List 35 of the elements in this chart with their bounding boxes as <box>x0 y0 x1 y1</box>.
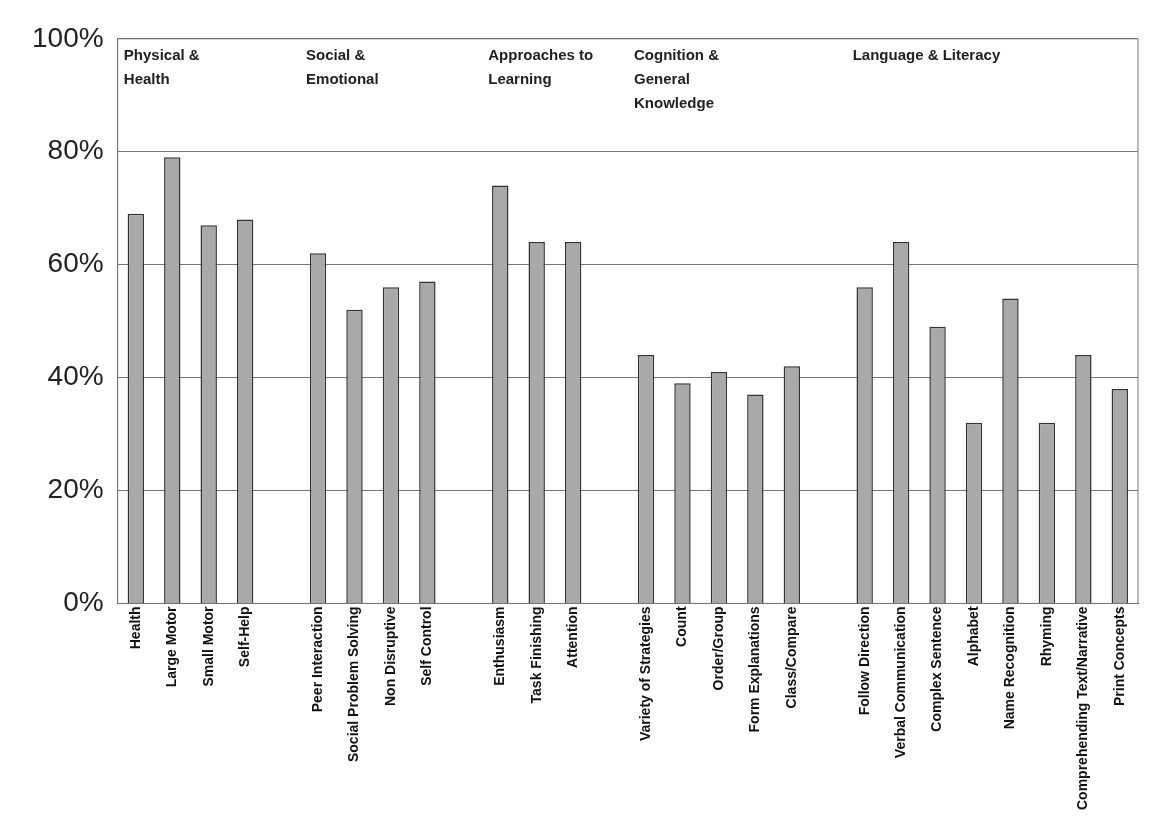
x-tick-label: Count <box>673 606 690 647</box>
annotation: Physical & Health <box>123 46 200 88</box>
x-tick-label: Alphabet <box>964 606 981 667</box>
x-tick-label: Self-Help <box>236 606 253 668</box>
x-tick-label: Follow Direction <box>855 606 872 716</box>
annotation: Social & Emotional <box>306 46 379 88</box>
x-tick-label: Name Recognition <box>1001 606 1018 730</box>
x-tick-label: Order/Group <box>709 606 726 691</box>
y-tick-label: 20% <box>47 473 104 505</box>
x-tick-label: Attention <box>564 606 580 668</box>
x-tick-label: Variety of Strategies <box>636 606 653 742</box>
x-tick-label: Task Finishing <box>527 606 544 704</box>
annotation: Language & Literacy <box>852 46 1001 64</box>
x-tick-label: Health <box>126 606 143 650</box>
x-tick-label: Class/Compare <box>782 606 799 709</box>
x-tick-label: Comprehending Text/Narrative <box>1074 606 1091 810</box>
x-tick-label: Self Control <box>418 606 435 686</box>
y-tick-label: 80% <box>47 134 104 166</box>
annotation: Approaches to Learning <box>488 46 594 88</box>
x-tick-label: Verbal Communication <box>891 606 908 759</box>
annotation: Cognition & General Knowledge <box>634 46 720 112</box>
x-tick-label: Rhyming <box>1037 606 1054 667</box>
y-tick-label: 60% <box>47 247 104 279</box>
x-tick-label: Complex Sentence <box>928 606 945 732</box>
x-tick-label: Non Disruptive <box>381 606 398 707</box>
y-tick-label: 0% <box>63 586 104 618</box>
x-tick-label: Large Motor <box>163 605 180 688</box>
x-tick-label: Print Concepts <box>1110 606 1127 707</box>
x-tick-label: Small Motor <box>199 605 216 687</box>
x-tick-label: Enthusiasm <box>491 606 508 686</box>
y-tick-label: 40% <box>47 360 104 392</box>
x-tick-label: Peer Interaction <box>308 606 325 713</box>
y-tick-label: 100% <box>31 21 104 53</box>
x-tick-label: Form Explanations <box>746 606 763 733</box>
x-tick-label: Social Problem Solving <box>345 606 362 763</box>
